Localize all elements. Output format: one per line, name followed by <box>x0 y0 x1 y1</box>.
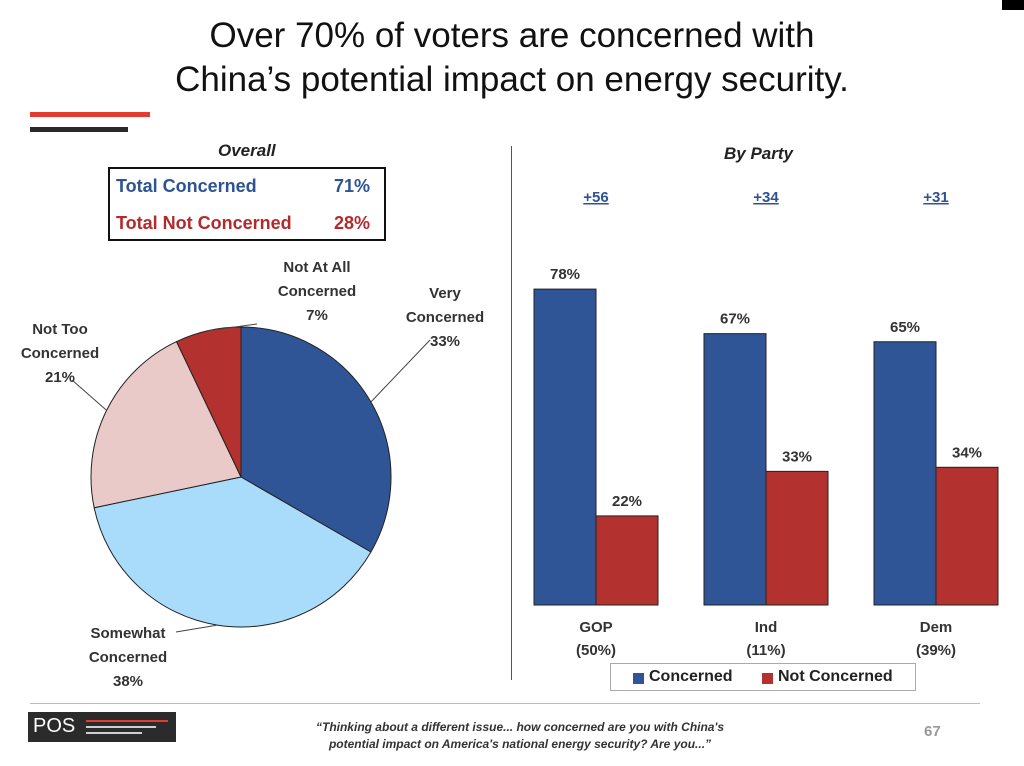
pos-logo: POS <box>28 712 176 742</box>
top-bar-corner <box>1002 0 1024 10</box>
legend-label-concerned: Concerned <box>649 668 733 685</box>
category-share-dem: (39%) <box>916 642 956 659</box>
bar-label-dem-not-concerned: 34% <box>952 444 982 461</box>
pie-label-somewhat-concerned-line-3: 38% <box>113 673 143 690</box>
title-line-1: Over 70% of voters are concerned with <box>209 16 815 55</box>
bar-gop-concerned <box>533 288 597 606</box>
summary-concerned-row: Total Concerned 71% <box>116 176 370 197</box>
pie-label-very-concerned-line-1: Very <box>429 285 461 302</box>
pie-label-not-at-all-concerned-line-3: 7% <box>306 307 328 324</box>
bar-dem-concerned <box>873 341 937 606</box>
pie-label-somewhat-concerned-line-1: Somewhat <box>90 625 165 642</box>
bar-ind-not-concerned <box>765 470 829 606</box>
bar-ind-concerned <box>703 333 767 606</box>
pie-label-not-too-concerned-line-2: Concerned <box>21 345 99 362</box>
bar-gop-not-concerned <box>595 515 659 606</box>
summary-not-concerned-value: 28% <box>333 213 370 233</box>
top-bar <box>0 0 1024 10</box>
page-number: 67 <box>924 723 941 740</box>
category-label-gop: GOP <box>579 619 612 636</box>
legend-swatch-concerned <box>633 673 644 684</box>
pie-label-not-at-all-concerned-line-2: Concerned <box>278 283 356 300</box>
pie-leader-not-at-all-concerned <box>207 323 258 332</box>
bar-label-gop-not-concerned: 22% <box>612 493 642 510</box>
legend-label-not-concerned: Not Concerned <box>778 668 893 685</box>
pie-slice-very-concerned <box>240 326 392 553</box>
pie-label-not-too-concerned-line-3: 21% <box>45 369 75 386</box>
bar-label-dem-concerned: 65% <box>890 319 920 336</box>
panel-divider <box>511 146 512 680</box>
pie-leader-very-concerned <box>370 339 431 403</box>
question-footnote: “Thinking about a different issue... how… <box>240 719 800 753</box>
bar-legend: Concerned Not Concerned <box>610 663 916 691</box>
category-label-dem: Dem <box>920 619 953 636</box>
footnote-line-1: “Thinking about a different issue... how… <box>315 720 725 734</box>
pie-label-somewhat-concerned-line-2: Concerned <box>89 649 167 666</box>
category-share-gop: (50%) <box>576 642 616 659</box>
summary-not-concerned-row: Total Not Concerned 28% <box>116 213 370 234</box>
accent-bar-dark <box>30 127 128 132</box>
margin-label-dem: +31 <box>923 189 948 206</box>
title-line-2: China’s potential impact on energy secur… <box>175 60 849 99</box>
pie-label-very-concerned-line-2: Concerned <box>406 309 484 326</box>
pie-leader-not-too-concerned <box>71 379 107 411</box>
category-share-ind: (11%) <box>746 642 785 659</box>
pie-leader-somewhat-concerned <box>175 624 218 633</box>
bar-label-ind-concerned: 67% <box>720 311 750 328</box>
summary-concerned-value: 71% <box>333 176 370 196</box>
logo-line-3 <box>86 732 142 734</box>
summary-not-concerned-label: Total Not Concerned <box>116 213 292 233</box>
bar-label-ind-not-concerned: 33% <box>782 448 812 465</box>
summary-box: Total Concerned 71% Total Not Concerned … <box>108 167 386 241</box>
logo-line-1 <box>86 720 168 722</box>
pos-logo-text: POS <box>33 715 76 737</box>
by-party-header: By Party <box>724 144 793 163</box>
accent-bar-red <box>30 112 150 117</box>
footer-rule <box>30 703 980 704</box>
margin-label-gop: +56 <box>583 189 608 206</box>
pie-label-not-too-concerned-line-1: Not Too <box>32 321 88 338</box>
overall-header: Overall <box>218 141 276 160</box>
bar-label-gop-concerned: 78% <box>550 266 580 283</box>
margin-label-ind: +34 <box>753 189 779 206</box>
logo-line-2 <box>86 726 156 728</box>
pie-label-very-concerned-line-3: 33% <box>430 333 460 350</box>
category-label-ind: Ind <box>755 619 778 636</box>
pie-label-not-at-all-concerned-line-1: Not At All <box>283 259 350 276</box>
summary-concerned-label: Total Concerned <box>116 176 257 196</box>
bar-dem-not-concerned <box>935 466 999 606</box>
legend-swatch-not-concerned <box>762 673 773 684</box>
slide-title: Over 70% of voters are concerned with Ch… <box>60 14 964 102</box>
footnote-line-2: potential impact on America's national e… <box>328 737 712 751</box>
pie-slice-somewhat-concerned <box>93 476 372 628</box>
